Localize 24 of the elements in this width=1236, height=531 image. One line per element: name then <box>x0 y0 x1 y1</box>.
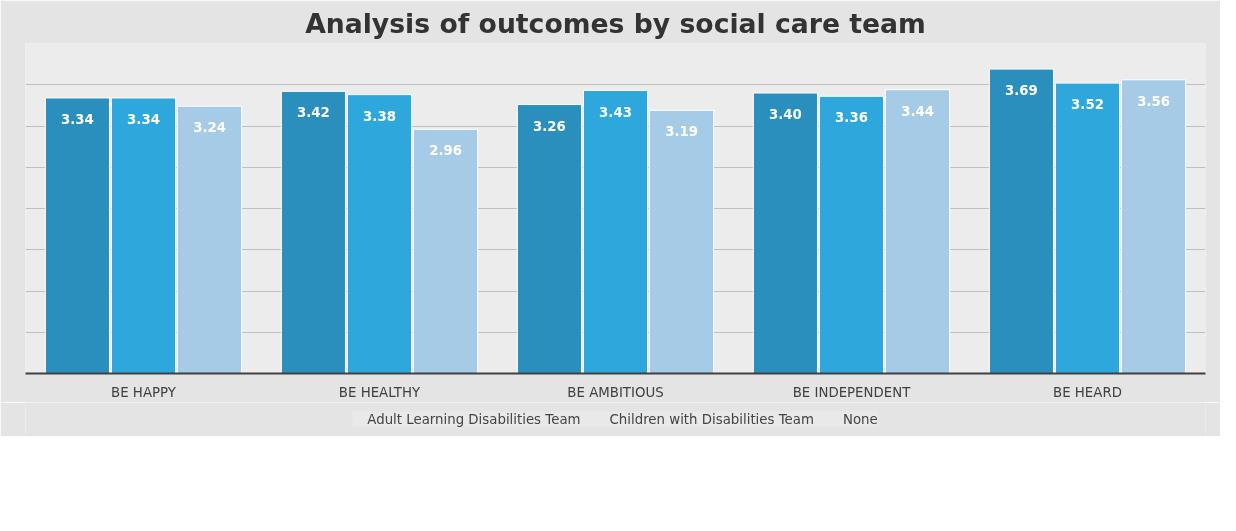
x-tick-label: BE HEARD <box>1053 384 1122 400</box>
data-label: 3.26 <box>532 118 566 134</box>
data-label: 3.19 <box>665 124 699 140</box>
data-label: 3.69 <box>1004 83 1038 99</box>
x-tick-label: BE HAPPY <box>111 384 177 400</box>
x-tick-label: BE HEALTHY <box>338 384 421 400</box>
data-label: 3.24 <box>193 120 227 136</box>
text: None <box>842 411 878 427</box>
data-label: 3.52 <box>1071 97 1104 113</box>
data-label: 3.42 <box>296 105 330 121</box>
data-label: 3.36 <box>835 110 868 126</box>
x-tick-label: BE INDEPENDENT <box>792 384 912 400</box>
x-tick-label: BE AMBITIOUS <box>567 384 664 400</box>
data-label: 3.56 <box>1137 93 1171 109</box>
data-label: 3.40 <box>768 107 802 122</box>
data-label: 3.44 <box>901 103 935 119</box>
text: Adult Learning Disabilities Team <box>367 411 581 427</box>
data-label: 3.38 <box>363 108 396 124</box>
data-label: 3.34 <box>60 111 94 127</box>
data-label: 2.96 <box>429 143 463 159</box>
text: Children with Disabilities Team <box>609 411 814 427</box>
data-label: 3.34 <box>127 111 160 127</box>
data-label: 3.43 <box>599 104 632 120</box>
chart-title: Analysis of outcomes by social care team <box>305 7 926 39</box>
